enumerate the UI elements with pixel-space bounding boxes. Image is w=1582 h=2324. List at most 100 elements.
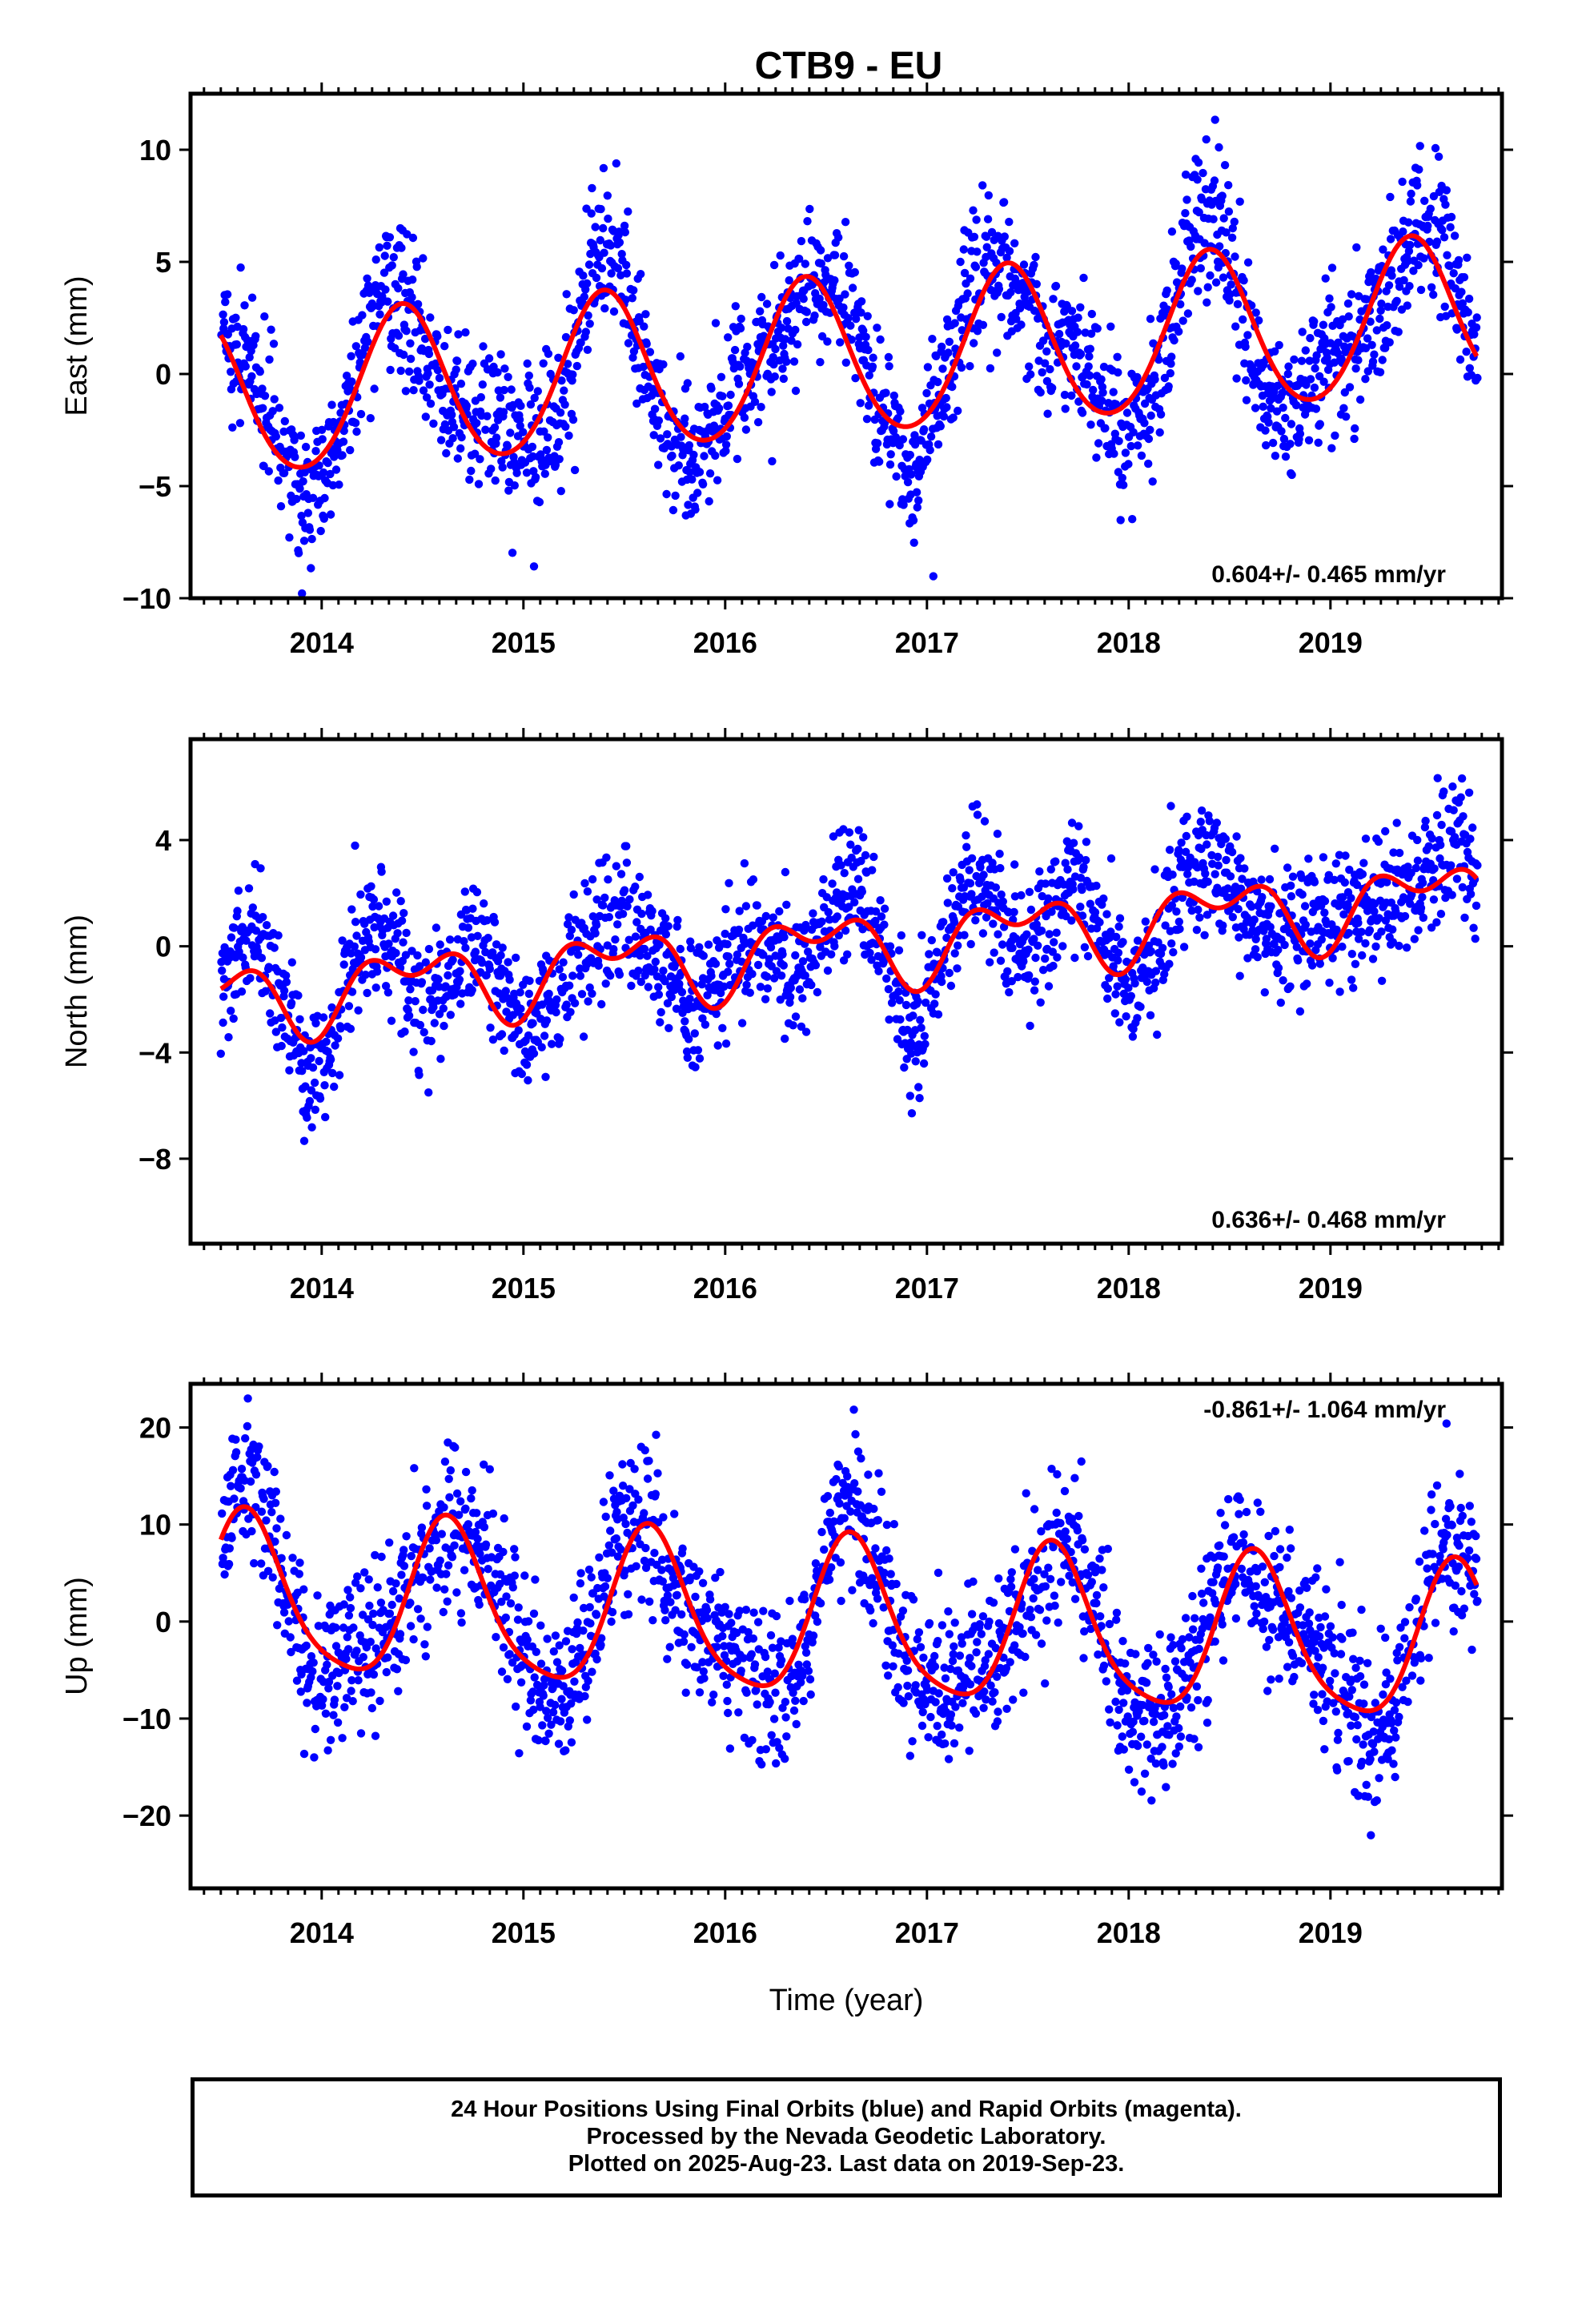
data-point bbox=[279, 1608, 289, 1617]
data-point bbox=[819, 300, 828, 310]
data-point bbox=[508, 1583, 517, 1592]
data-point bbox=[993, 830, 1002, 838]
data-point bbox=[271, 1027, 280, 1036]
data-point bbox=[989, 919, 998, 928]
data-point bbox=[959, 245, 969, 254]
y-tick-label: 4 bbox=[155, 824, 171, 857]
data-point bbox=[1124, 983, 1133, 992]
data-point bbox=[492, 940, 501, 949]
data-point bbox=[555, 455, 564, 464]
data-point bbox=[364, 1575, 373, 1584]
data-point bbox=[308, 1667, 317, 1676]
data-point bbox=[436, 1556, 444, 1565]
data-point bbox=[1306, 334, 1315, 343]
data-point bbox=[1006, 287, 1015, 297]
data-point bbox=[909, 1011, 917, 1020]
data-point bbox=[406, 1598, 415, 1607]
data-point bbox=[1441, 200, 1450, 209]
data-point bbox=[1078, 911, 1087, 920]
data-point bbox=[1211, 115, 1219, 124]
data-point bbox=[530, 1673, 539, 1682]
data-point bbox=[862, 415, 872, 424]
data-point bbox=[950, 949, 959, 958]
data-point bbox=[1085, 371, 1094, 380]
data-point bbox=[558, 972, 568, 982]
data-point bbox=[218, 966, 227, 975]
data-point bbox=[881, 388, 890, 397]
data-point bbox=[1067, 818, 1077, 827]
data-point bbox=[711, 959, 721, 968]
data-point bbox=[1454, 255, 1464, 265]
data-point bbox=[1098, 396, 1106, 405]
data-point bbox=[1352, 880, 1362, 890]
data-point bbox=[782, 316, 792, 326]
data-point bbox=[556, 408, 565, 417]
data-point bbox=[1103, 984, 1113, 993]
data-point bbox=[359, 350, 367, 359]
data-point bbox=[1439, 787, 1448, 796]
data-point bbox=[897, 931, 906, 940]
data-point bbox=[724, 401, 733, 410]
data-point bbox=[1429, 290, 1438, 300]
data-point bbox=[488, 1509, 498, 1518]
data-point bbox=[554, 1739, 564, 1748]
data-point bbox=[1286, 982, 1295, 991]
data-point bbox=[290, 436, 299, 444]
data-point bbox=[1051, 281, 1061, 291]
data-point bbox=[1375, 914, 1383, 923]
data-point bbox=[599, 1498, 608, 1506]
data-point bbox=[403, 230, 412, 239]
data-point bbox=[912, 488, 921, 497]
data-point bbox=[898, 435, 908, 444]
data-point bbox=[656, 1018, 665, 1027]
data-point bbox=[724, 333, 733, 342]
data-point bbox=[927, 935, 937, 945]
data-point bbox=[497, 1030, 507, 1039]
data-point bbox=[875, 457, 884, 466]
data-point bbox=[561, 1746, 570, 1755]
data-point bbox=[557, 1695, 566, 1703]
data-point bbox=[1281, 452, 1291, 461]
data-point bbox=[787, 336, 796, 345]
data-point bbox=[824, 907, 833, 917]
data-point bbox=[379, 268, 389, 277]
data-point bbox=[695, 468, 705, 476]
data-point bbox=[880, 920, 889, 929]
data-point bbox=[876, 335, 885, 344]
data-point bbox=[274, 931, 283, 940]
data-point bbox=[1239, 315, 1247, 324]
data-point bbox=[761, 911, 770, 921]
data-point bbox=[841, 926, 850, 935]
data-point bbox=[1321, 274, 1330, 283]
data-point bbox=[318, 435, 327, 444]
data-point bbox=[497, 1598, 506, 1606]
data-point bbox=[1058, 942, 1067, 951]
data-point bbox=[310, 1078, 319, 1088]
data-point bbox=[1251, 308, 1260, 317]
data-point bbox=[230, 923, 239, 932]
data-point bbox=[440, 1021, 448, 1031]
data-point bbox=[1414, 260, 1423, 270]
data-point bbox=[1003, 967, 1012, 976]
data-point bbox=[576, 1643, 584, 1653]
data-point bbox=[803, 217, 812, 226]
data-point bbox=[1392, 296, 1401, 305]
data-point bbox=[1242, 376, 1251, 385]
data-point bbox=[1106, 854, 1116, 863]
data-point bbox=[451, 1443, 460, 1452]
data-point bbox=[683, 1053, 692, 1063]
data-point bbox=[487, 1581, 496, 1590]
data-point bbox=[253, 1453, 262, 1462]
data-point bbox=[1162, 286, 1171, 295]
data-point bbox=[1194, 905, 1203, 915]
data-point bbox=[631, 883, 640, 891]
data-point bbox=[352, 931, 361, 940]
data-point bbox=[568, 415, 578, 424]
data-point bbox=[777, 971, 786, 980]
data-point bbox=[346, 445, 355, 455]
data-point bbox=[765, 955, 774, 963]
data-point bbox=[347, 352, 355, 360]
data-point bbox=[698, 480, 708, 489]
data-point bbox=[1126, 991, 1136, 1001]
data-point bbox=[1460, 273, 1469, 282]
